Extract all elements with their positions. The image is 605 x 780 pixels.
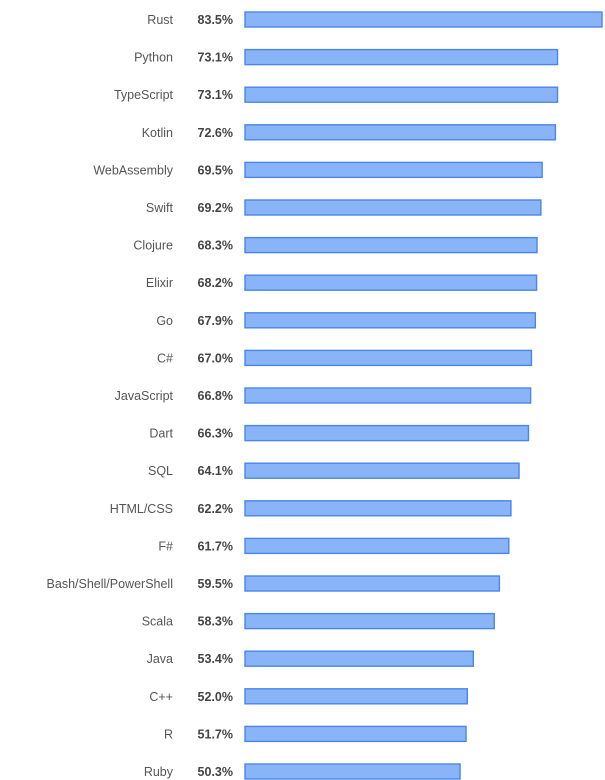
bar-row-dart: Dart 66.3% — [149, 424, 530, 442]
value-label: 51.7% — [198, 727, 233, 741]
bar-row-python: Python 73.1% — [134, 48, 559, 66]
bar-row-sql: SQL 64.1% — [148, 462, 520, 479]
category-label: Python — [134, 51, 173, 65]
category-label: WebAssembly — [93, 163, 173, 177]
bar-rust — [244, 11, 603, 28]
category-label: HTML/CSS — [110, 502, 173, 516]
bar-row-kotlin: Kotlin 72.6% — [142, 124, 557, 141]
value-label: 73.1% — [198, 51, 233, 65]
value-label: 53.4% — [198, 652, 233, 666]
category-label: TypeScript — [114, 88, 174, 102]
bar-dart — [244, 424, 530, 442]
bar-bash-shell-powershell — [244, 575, 501, 592]
value-label: 64.1% — [198, 464, 233, 478]
bar-row-swift: Swift 69.2% — [146, 199, 542, 216]
bar-row-scala: Scala 58.3% — [142, 612, 495, 630]
value-label: 67.0% — [198, 351, 233, 365]
category-label: Kotlin — [142, 126, 173, 140]
value-label: 83.5% — [198, 13, 233, 27]
value-label: 69.5% — [198, 163, 233, 177]
category-label: Clojure — [133, 239, 173, 253]
category-label: C++ — [149, 690, 173, 704]
value-label: 61.7% — [198, 539, 233, 553]
value-label: 72.6% — [198, 126, 233, 140]
bar-row-elixir: Elixir 68.2% — [146, 274, 538, 291]
category-label: Elixir — [146, 276, 173, 290]
bar-typescript — [244, 86, 559, 103]
value-label: 69.2% — [198, 201, 233, 215]
category-label: Bash/Shell/PowerShell — [47, 577, 173, 591]
bar-row-java: Java 53.4% — [147, 650, 475, 667]
bar-clojure — [244, 236, 538, 254]
category-label: Dart — [149, 427, 173, 441]
bar-javascript — [244, 387, 532, 404]
value-label: 50.3% — [198, 765, 233, 779]
bar-swift — [244, 199, 542, 216]
bar-go — [244, 312, 537, 329]
bar-java — [244, 650, 475, 667]
value-label: 52.0% — [198, 690, 233, 704]
bar-row-r: R 51.7% — [164, 725, 467, 743]
category-label: Scala — [142, 615, 173, 629]
bar-webassembly — [244, 161, 543, 179]
category-label: Java — [147, 652, 173, 666]
category-label: Ruby — [144, 765, 174, 779]
value-label: 68.2% — [198, 276, 233, 290]
bar-scala — [244, 612, 495, 630]
bar-row-go: Go 67.9% — [156, 312, 537, 329]
bar-f — [244, 537, 510, 555]
value-label: 73.1% — [198, 88, 233, 102]
bar-row-html-css: HTML/CSS 62.2% — [110, 500, 512, 517]
bar-row-rust: Rust 83.5% — [147, 11, 603, 28]
bar-sql — [244, 462, 520, 479]
category-label: Rust — [147, 13, 173, 27]
value-label: 59.5% — [198, 577, 233, 591]
bar-r — [244, 725, 467, 743]
category-label: JavaScript — [115, 389, 174, 403]
category-label: F# — [158, 539, 173, 553]
bar-row-javascript: JavaScript 66.8% — [115, 387, 532, 404]
bar-row-c: C++ 52.0% — [149, 688, 469, 705]
value-label: 58.3% — [198, 615, 233, 629]
category-label: R — [164, 727, 173, 741]
bar-c — [244, 349, 533, 367]
bar-elixir — [244, 274, 538, 291]
bar-row-typescript: TypeScript 73.1% — [114, 86, 559, 103]
bar-ruby — [244, 763, 461, 780]
value-label: 67.9% — [198, 314, 233, 328]
bar-kotlin — [244, 124, 557, 141]
category-label: Go — [156, 314, 173, 328]
bar-row-ruby: Ruby 50.3% — [144, 763, 461, 780]
value-label: 68.3% — [198, 239, 233, 253]
bar-row-bash-shell-powershell: Bash/Shell/PowerShell 59.5% — [47, 575, 501, 592]
value-label: 66.8% — [198, 389, 233, 403]
bar-row-f: F# 61.7% — [158, 537, 510, 555]
category-label: SQL — [148, 464, 173, 478]
chart-rows: Rust 83.5% Python 73.1% TypeScript 73.1% Kotli… — [47, 11, 603, 780]
value-label: 62.2% — [198, 502, 233, 516]
category-label: C# — [157, 351, 173, 365]
bar-row-c: C# 67.0% — [157, 349, 533, 367]
bar-row-webassembly: WebAssembly 69.5% — [93, 161, 543, 179]
category-label: Swift — [146, 201, 174, 215]
bar-html-css — [244, 500, 512, 517]
bar-row-clojure: Clojure 68.3% — [133, 236, 538, 254]
bar-c — [244, 688, 469, 705]
bar-python — [244, 48, 559, 66]
value-label: 66.3% — [198, 427, 233, 441]
